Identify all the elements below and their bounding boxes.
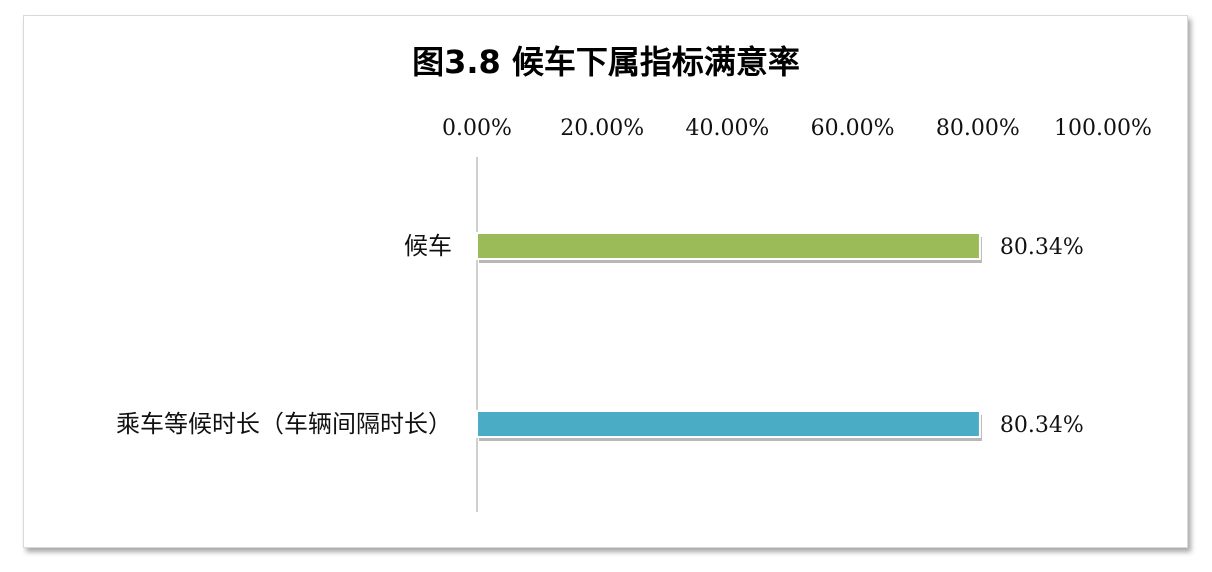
bar-value-label: 80.34% (1000, 235, 1084, 260)
bar (476, 410, 981, 438)
x-tick-label: 40.00% (685, 116, 769, 141)
x-tick-label: 60.00% (811, 116, 895, 141)
chart-title: 图3.8 候车下属指标满意率 (412, 43, 800, 81)
x-tick-label: 0.00% (442, 116, 512, 141)
bar (476, 232, 981, 260)
x-tick-label: 80.00% (936, 116, 1020, 141)
category-label: 候车 (404, 232, 452, 260)
x-tick-label: 100.00% (1054, 116, 1152, 141)
x-tick-label: 20.00% (560, 116, 644, 141)
x-axis-ticks: 0.00% 20.00% 40.00% 60.00% 80.00% 100.00% (442, 116, 1152, 141)
chart-frame (23, 15, 1188, 548)
category-label: 乘车等候时长（车辆间隔时长） (116, 410, 452, 438)
bar-value-label: 80.34% (1000, 413, 1084, 438)
bars: 80.34% 80.34% (476, 232, 1084, 441)
